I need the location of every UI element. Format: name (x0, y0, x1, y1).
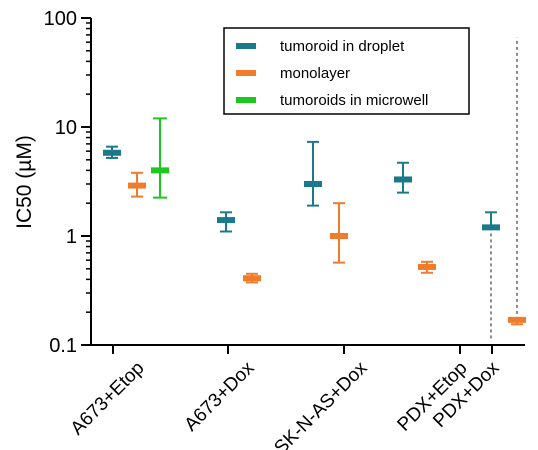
error-bar-tumoroid-in-droplet (482, 211, 500, 341)
value-marker (304, 180, 322, 187)
value-marker (508, 316, 526, 323)
y-tick-label: 1 (66, 226, 77, 248)
x-axis-ticks: A673+Etop A673+Dox SK-N-AS+Dox PDX+EtopPDX+… (67, 345, 504, 450)
value-marker (418, 263, 436, 270)
y-tick-label: 10 (55, 117, 77, 139)
data-marks (103, 37, 526, 341)
y-tick-label: 100 (44, 8, 77, 30)
x-tick-label: A673+Etop (67, 358, 149, 440)
error-bar-tumoroid-in-droplet (304, 140, 322, 207)
legend: tumoroid in droplet monolayer tumoroids in… (223, 27, 470, 115)
error-bar-tumoroids-in-microwell (151, 117, 169, 199)
value-marker (482, 224, 500, 231)
value-marker (217, 217, 235, 224)
value-marker (151, 167, 169, 174)
y-axis-ticks: 100 10 1 0.1 (44, 8, 91, 357)
error-bar-monolayer (508, 37, 526, 326)
legend-swatch (236, 97, 256, 103)
error-bar-monolayer (243, 272, 261, 284)
value-marker (128, 182, 146, 189)
error-bar-tumoroid-in-droplet (217, 211, 235, 233)
legend-box (223, 27, 470, 115)
value-marker (103, 149, 121, 156)
x-tick-label: SK-N-AS+Dox (270, 357, 371, 450)
legend-swatch (236, 43, 256, 49)
y-tick-label: 0.1 (49, 335, 77, 357)
x-tick-label: A673+Dox (181, 357, 259, 435)
value-marker (330, 233, 348, 239)
value-marker (243, 275, 261, 282)
legend-label: tumoroid in droplet (280, 38, 405, 55)
legend-label: monolayer (280, 65, 350, 82)
y-axis-title: IC50 (µM) (13, 135, 36, 229)
error-bar-monolayer (330, 202, 348, 264)
error-bar-tumoroid-in-droplet (394, 161, 412, 194)
value-marker (394, 176, 412, 183)
error-bar-monolayer (418, 260, 436, 274)
legend-swatch (236, 70, 256, 76)
legend-label: tumoroids in microwell (280, 92, 428, 109)
error-bar-tumoroid-in-droplet (103, 145, 121, 159)
error-bar-monolayer (128, 171, 146, 198)
